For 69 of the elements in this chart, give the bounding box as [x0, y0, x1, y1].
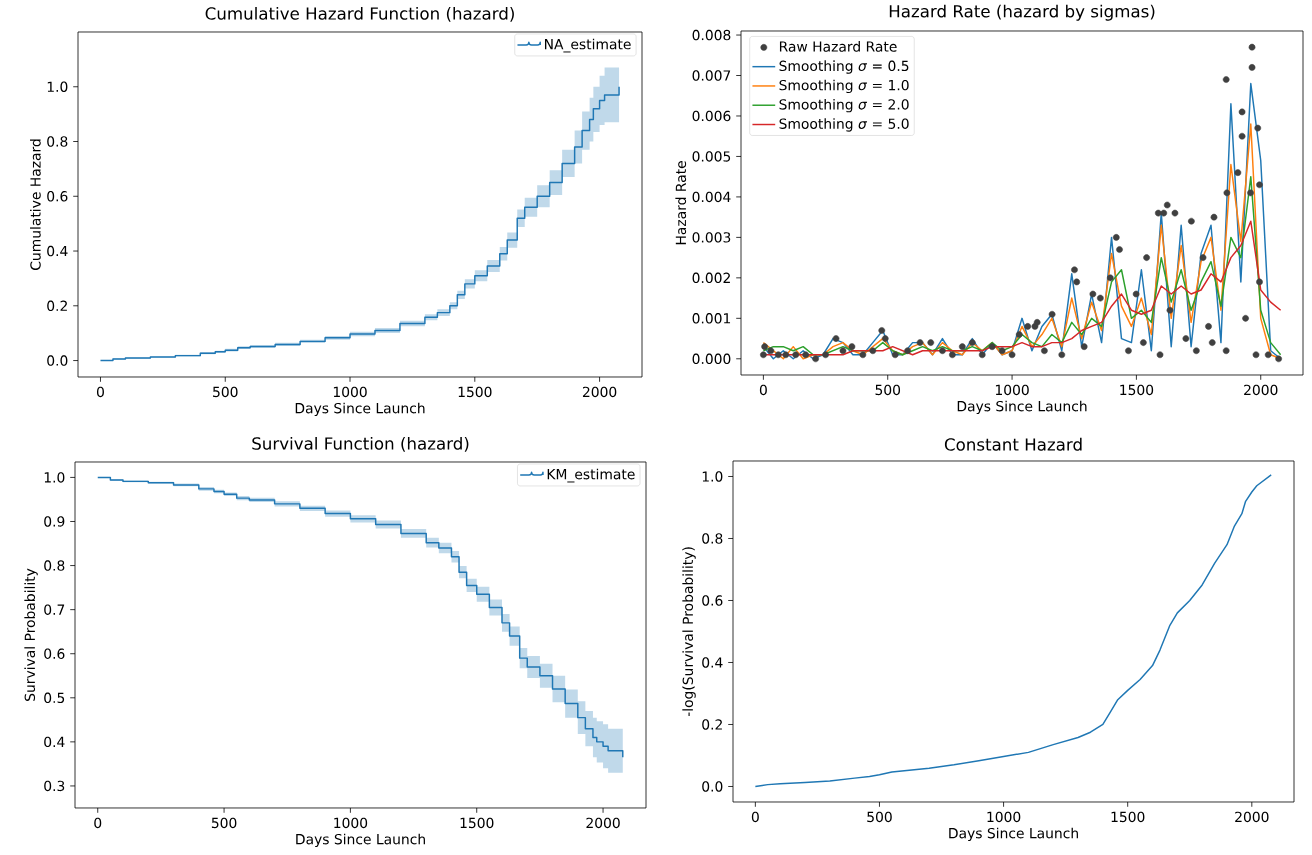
- y-tick-label: 0.003: [692, 232, 731, 243]
- y-tick-label: 0.8: [702, 533, 723, 544]
- y-tick-label: 0.000: [692, 353, 731, 365]
- y-tick-label: 0.8: [47, 136, 68, 147]
- x-tick-label: 1000: [333, 386, 367, 398]
- chart-title: Hazard Rate (hazard by sigmas): [889, 4, 1155, 21]
- y-tick-label: 0.4: [702, 657, 723, 668]
- y-tick-label: 0.4: [44, 736, 65, 748]
- y-axis-title: Survival Probability: [24, 568, 38, 701]
- y-tick-label: 0.002: [692, 272, 730, 284]
- legend-label: Raw Hazard Rate: [779, 41, 897, 52]
- legend-label: NA_estimate: [544, 38, 631, 53]
- x-axis-title: Days Since Launch: [296, 833, 425, 848]
- x-tick-label: 500: [213, 386, 238, 398]
- x-tick-label: 1000: [995, 384, 1029, 396]
- x-tick-label: 0: [751, 811, 759, 823]
- x-tick-label: 2000: [582, 386, 617, 398]
- x-axis-title: Days Since Launch: [949, 827, 1078, 842]
- y-tick-label: 1.0: [47, 81, 68, 92]
- y-tick-label: 0.004: [692, 191, 731, 203]
- x-tick-label: 500: [875, 384, 901, 396]
- y-tick-label: 1.0: [702, 471, 723, 482]
- y-tick-label: 0.6: [47, 191, 68, 202]
- legend-label: Smoothing σ = 5.0: [779, 118, 909, 132]
- y-tick-label: 0.5: [44, 692, 65, 704]
- y-axis-title: -log(Survival Probability): [682, 547, 696, 717]
- y-tick-label: 1.0: [44, 472, 65, 483]
- y-tick-label: 0.008: [692, 29, 731, 41]
- y-tick-label: 0.6: [702, 595, 723, 606]
- y-tick-label: 0.2: [702, 719, 722, 730]
- y-tick-label: 0.001: [692, 313, 731, 324]
- y-tick-label: 0.4: [47, 245, 68, 257]
- y-tick-label: 0.007: [692, 70, 731, 81]
- x-tick-label: 1000: [987, 811, 1021, 823]
- y-axis-title: Hazard Rate: [675, 161, 687, 245]
- y-tick-label: 0.005: [692, 151, 731, 162]
- x-tick-label: 0: [96, 386, 104, 398]
- x-tick-label: 1000: [334, 817, 368, 829]
- chart-title: Survival Function (hazard): [252, 436, 469, 452]
- y-tick-label: 0.0: [47, 355, 68, 366]
- y-tick-label: 0.2: [47, 300, 67, 312]
- x-tick-label: 2000: [586, 817, 620, 829]
- x-tick-label: 500: [867, 811, 892, 823]
- legend-label: Smoothing σ = 0.5: [779, 60, 909, 74]
- x-tick-label: 1500: [1111, 811, 1145, 823]
- x-tick-label: 0: [94, 817, 102, 829]
- x-tick-label: 1500: [460, 817, 494, 829]
- legend-label: Smoothing σ = 1.0: [779, 79, 909, 94]
- y-tick-label: 0.3: [44, 780, 65, 792]
- y-tick-label: 0.9: [44, 516, 65, 527]
- legend-label: KM_estimate: [547, 468, 635, 483]
- x-tick-label: 1500: [1120, 384, 1154, 396]
- y-tick-label: 0.7: [44, 604, 65, 615]
- x-tick-label: 1500: [458, 386, 492, 398]
- legend-label: Smoothing σ = 2.0: [779, 98, 909, 113]
- x-tick-label: 0: [759, 384, 767, 396]
- x-tick-label: 2000: [1235, 811, 1269, 823]
- line-series: [754, 474, 1272, 788]
- chart-title: Constant Hazard: [944, 437, 1082, 451]
- x-axis-title: Days Since Launch: [957, 400, 1087, 415]
- y-tick-label: 0.0: [702, 781, 723, 792]
- chart-title: Cumulative Hazard Function (hazard): [205, 6, 514, 22]
- x-axis-title: Days Since Launch: [295, 402, 425, 417]
- y-tick-label: 0.8: [44, 560, 65, 571]
- y-tick-label: 0.6: [44, 648, 65, 659]
- x-tick-label: 500: [211, 817, 237, 829]
- y-tick-label: 0.006: [692, 110, 731, 122]
- y-axis-title: Cumulative Hazard: [30, 139, 41, 270]
- x-tick-label: 2000: [1244, 384, 1278, 396]
